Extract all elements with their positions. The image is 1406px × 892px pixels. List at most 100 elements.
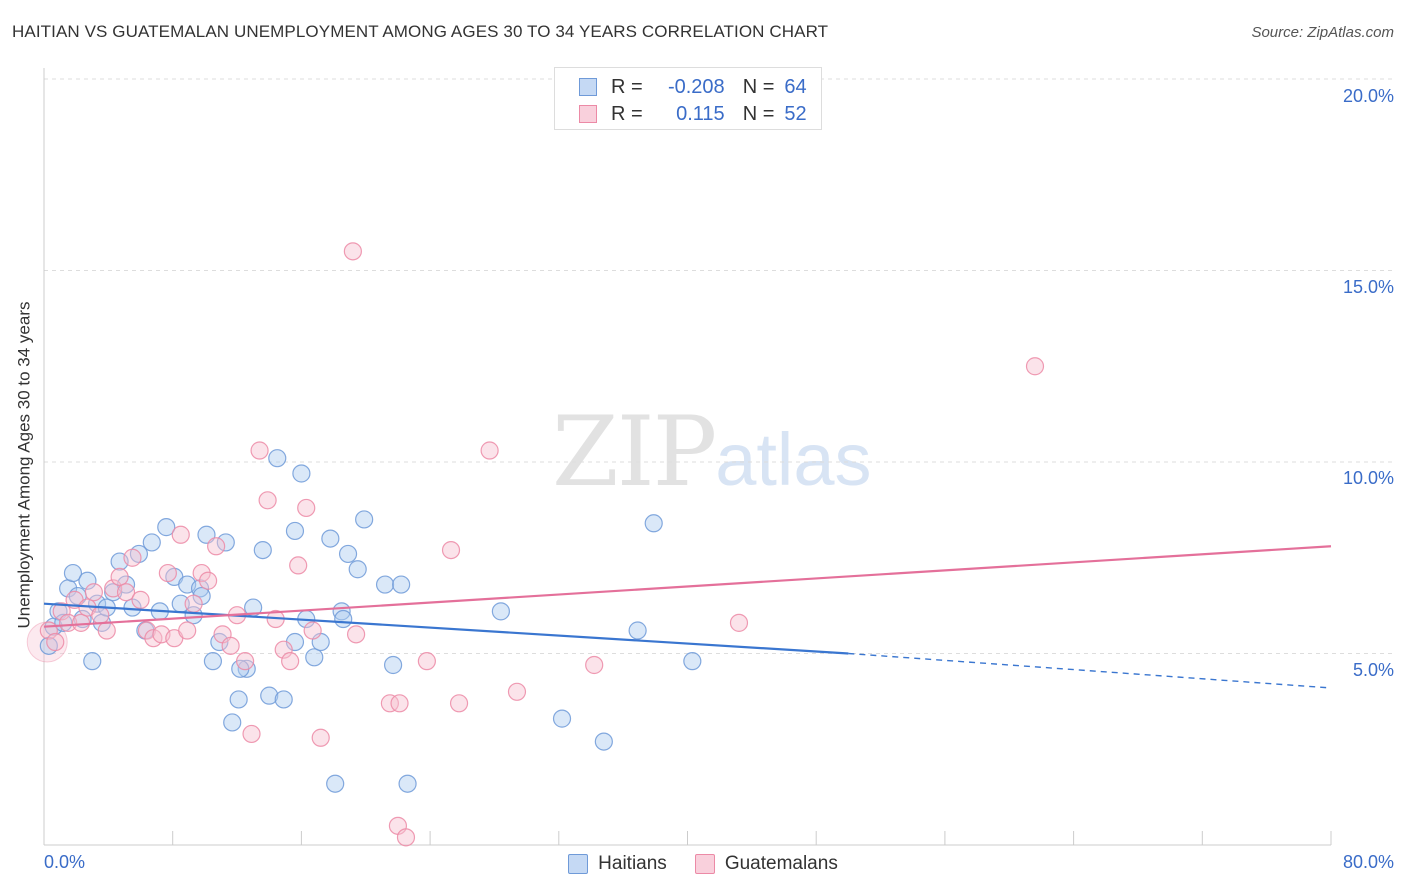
guatemalans-point-53 xyxy=(1025,357,1045,376)
guatemalans-point-30 xyxy=(242,724,261,744)
guatemalans-point-2 xyxy=(52,602,71,621)
x-tick-label-min: 0.0% xyxy=(44,852,86,872)
haitians-point-37 xyxy=(260,686,279,705)
guatemalans-point-42 xyxy=(380,694,399,713)
haitians-point-52 xyxy=(375,575,395,594)
guatemalans-point-41 xyxy=(343,242,362,261)
guatemalans-point-45 xyxy=(396,828,416,847)
haitians-point-57 xyxy=(552,709,572,728)
haitians-point-33 xyxy=(237,659,256,678)
haitians-point-42 xyxy=(292,464,311,483)
haitians-legend-label: Haitians xyxy=(598,853,667,874)
watermark-atlas: atlas xyxy=(715,418,872,501)
guatemalans-point-32 xyxy=(258,491,277,510)
legend-row-haitians: R = -0.208 N = 64 xyxy=(579,74,807,100)
haitians-point-31 xyxy=(223,713,242,732)
guatemalans-point-35 xyxy=(281,652,300,671)
haitians-trend-extension xyxy=(848,652,1332,689)
guatemalans-point-31 xyxy=(250,441,269,460)
haitians-point-44 xyxy=(305,648,324,667)
haitians-point-53 xyxy=(383,655,403,675)
haitians-point-38 xyxy=(274,690,293,709)
guatemalans-legend-swatch xyxy=(694,854,715,874)
guatemalans-point-47 xyxy=(441,540,461,560)
haitians-point-41 xyxy=(285,521,305,541)
y-tick-label-15: 15.0% xyxy=(1342,277,1394,297)
chart-title: HAITIAN VS GUATEMALAN UNEMPLOYMENT AMONG… xyxy=(12,22,829,41)
guatemalans-point-12 xyxy=(116,583,136,602)
guatemalans-point-3 xyxy=(59,613,78,632)
haitians-point-28 xyxy=(203,652,223,671)
haitians-point-36 xyxy=(253,540,272,560)
haitians-point-56 xyxy=(491,602,510,621)
watermark-zip: ZIP xyxy=(552,396,717,508)
guatemalans-point-25 xyxy=(207,537,226,556)
haitians-point-47 xyxy=(326,774,345,793)
series-legend: Haitians Guatemalans xyxy=(0,852,1406,876)
haitians-trend-line xyxy=(43,602,849,655)
guatemalans-point-24 xyxy=(198,571,218,590)
guatemalans-point-36 xyxy=(289,556,308,575)
y-tick-label-20: 20.0% xyxy=(1342,86,1394,106)
watermark: ZIPatlas xyxy=(552,404,872,501)
haitians-point-30 xyxy=(216,533,235,552)
guatemalans-point-38 xyxy=(303,621,322,640)
guatemalans-point-52 xyxy=(729,613,749,632)
guatemalans-point-29 xyxy=(235,652,255,671)
haitians-point-39 xyxy=(268,449,287,468)
haitians-point-19 xyxy=(142,533,161,552)
r-value: 0.115 xyxy=(676,102,725,125)
y-axis-label: Unemployment Among Ages 30 to 34 years xyxy=(14,301,33,629)
guatemalans-point-8 xyxy=(91,606,110,625)
guatemalans-point-13 xyxy=(123,548,142,567)
guatemalans-point-40 xyxy=(346,625,366,644)
y-tick-label-10: 10.0% xyxy=(1342,468,1394,488)
haitians-legend-swatch xyxy=(568,854,589,874)
haitians-point-60 xyxy=(644,514,663,533)
haitians-point-9 xyxy=(83,652,102,671)
haitians-point-32 xyxy=(229,690,248,709)
y-axis-label-wrap: Unemployment Among Ages 30 to 34 years xyxy=(4,80,44,850)
legend-item-guatemalans[interactable]: Guatemalans xyxy=(694,853,838,875)
y-tick-label-5: 5.0% xyxy=(1352,660,1394,680)
guatemalans-point-43 xyxy=(390,694,409,713)
haitians-point-59 xyxy=(628,621,647,640)
guatemalans-point-18 xyxy=(158,563,177,583)
n-label: N = xyxy=(742,102,775,125)
correlation-legend: R = -0.208 N = 64 R = 0.115 N = 52 xyxy=(554,67,822,130)
guatemalans-point-20 xyxy=(171,525,190,544)
guatemalans-point-14 xyxy=(131,590,150,609)
guatemalans-point-51 xyxy=(585,655,604,675)
haitians-point-61 xyxy=(683,652,702,671)
guatemalans-point-11 xyxy=(110,567,129,587)
legend-row-guatemalans: R = 0.115 N = 52 xyxy=(579,101,807,127)
guatemalans-point-21 xyxy=(178,621,197,640)
haitians-point-5 xyxy=(63,563,83,583)
x-tick-label-max: 80.0% xyxy=(1342,852,1394,872)
n-value: 64 xyxy=(784,75,807,98)
n-value: 52 xyxy=(784,102,807,125)
guatemalans-legend-label: Guatemalans xyxy=(724,853,838,874)
r-label: R = xyxy=(611,75,643,98)
guatemalans-point-49 xyxy=(480,441,499,460)
guatemalans-trend-line xyxy=(43,545,1332,628)
n-label: N = xyxy=(742,75,775,98)
legend-item-haitians[interactable]: Haitians xyxy=(568,853,667,875)
haitians-point-58 xyxy=(594,732,613,751)
r-label: R = xyxy=(611,102,643,125)
guatemalans-point-7 xyxy=(84,583,103,602)
guatemalans-swatch xyxy=(579,105,597,123)
guatemalans-point-27 xyxy=(221,636,240,655)
guatemalans-point-1 xyxy=(46,632,65,652)
guatemalans-point-46 xyxy=(417,652,436,671)
guatemalans-point-48 xyxy=(449,694,469,713)
guatemalans-point-9 xyxy=(97,621,116,640)
guatemalans-point-5 xyxy=(71,613,91,632)
chart-source: Source: ZipAtlas.com xyxy=(1251,24,1394,41)
guatemalans-point-22 xyxy=(184,594,203,613)
haitians-point-62 xyxy=(334,609,353,629)
guatemalans-point-50 xyxy=(507,682,527,701)
haitians-point-50 xyxy=(348,560,367,579)
haitians-point-55 xyxy=(398,774,417,793)
